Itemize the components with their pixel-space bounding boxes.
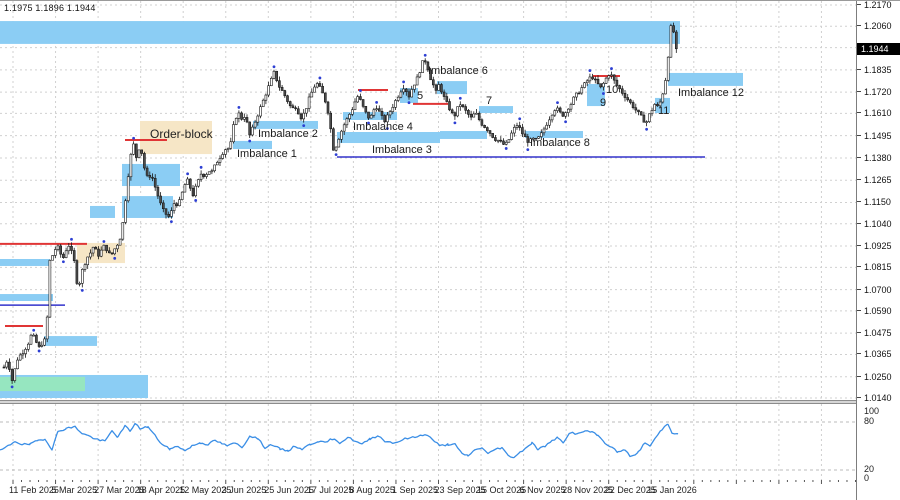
time-tick-label: 15 Jan 2026 [647, 485, 697, 495]
zone-label: Imbalance 3 [372, 144, 432, 156]
zone-label: Imbalance 6 [428, 65, 488, 77]
zone-label: Imbalance 1 [237, 148, 297, 160]
price-axis[interactable]: 1.1944 1.2170 1.2060 1.1835 1.1720 1.1610 1.1… [856, 1, 900, 500]
price-tick-label: 1.1380 [857, 153, 900, 163]
imbalance-zone [122, 163, 180, 187]
price-tick-label: 1.1265 [857, 175, 900, 185]
price-tick-label: 1.2060 [857, 21, 900, 31]
price-tick-label: 1.2170 [857, 1, 900, 10]
zone-label: Imbalance 2 [258, 128, 318, 140]
zone-label: Imbalance 12 [678, 87, 745, 99]
time-tick-label: 12 May 2025 [179, 485, 232, 495]
imbalance-zone [525, 131, 583, 139]
imbalance-zone [337, 132, 440, 144]
oscillator-tick-label: 0 [864, 473, 870, 483]
price-tick-label: 1.0590 [857, 306, 900, 316]
time-tick-label: 5 Mar 2025 [51, 485, 98, 495]
time-tick-label: 22 Dec 2025 [604, 485, 656, 495]
price-tick-label: 1.1040 [857, 219, 900, 229]
price-tick-label: 1.1495 [857, 131, 900, 141]
time-tick-label: 17 Jul 2025 [306, 485, 354, 495]
time-tick-label: 11 Feb 2025 [9, 485, 59, 495]
zone-label: 9 [600, 97, 607, 109]
imbalance-zone [440, 131, 487, 139]
oscillator-tick-label: 20 [864, 464, 875, 474]
time-tick-label: 1 Sep 2025 [391, 485, 438, 495]
time-axis-ticks [12, 480, 856, 484]
imbalance-zone [44, 336, 97, 346]
zone-label: 11 [658, 105, 670, 117]
price-tick-label: 1.0475 [857, 328, 900, 338]
price-chart-canvas[interactable] [0, 1, 856, 400]
imbalance-zone [668, 72, 743, 86]
price-tick-label: 1.0140 [857, 393, 900, 403]
imbalance-zone [90, 205, 115, 218]
time-tick-label: 8 Aug 2025 [349, 485, 395, 495]
imbalance-zone [587, 83, 605, 107]
imbalance-zone [479, 106, 513, 114]
imbalance-zone [655, 97, 670, 114]
zone-label: 7 [486, 95, 493, 107]
zone-label: Imbalance 8 [530, 137, 590, 149]
price-tick-label: 1.0365 [857, 349, 900, 359]
oscillator-line [0, 422, 679, 459]
panel-separator[interactable] [0, 400, 856, 404]
time-tick-label: 3 Jun 2025 [221, 485, 267, 495]
imbalance-zone [0, 259, 50, 266]
price-tick-label: 1.1835 [857, 65, 900, 75]
order-block-label: Order-block [150, 127, 213, 141]
time-axis[interactable]: 11 Feb 2025 5 Mar 2025 27 Mar 2025 18 Apr 2… [0, 485, 856, 499]
time-tick-label: 18 Apr 2025 [136, 485, 186, 495]
oscillator-tick-label: 100 [864, 406, 880, 416]
price-tick-label: 1.1610 [857, 108, 900, 118]
order-block-zone [140, 120, 212, 155]
imbalance-zone [0, 294, 53, 302]
imbalance-zone [233, 140, 272, 150]
time-tick-label: 28 Nov 2025 [562, 485, 614, 495]
price-tick-label: 1.1720 [857, 87, 900, 97]
time-tick-label: 6 Nov 2025 [519, 485, 566, 495]
time-tick-label: 25 Jun 2025 [264, 485, 314, 495]
price-tick-label: 1.1150 [857, 197, 900, 207]
imbalance-zone [253, 120, 318, 129]
imbalance-zone [0, 376, 85, 392]
price-tick-label: 1.0815 [857, 262, 900, 272]
time-tick-label: 15 Oct 2025 [477, 485, 527, 495]
price-tick-label: 1.0925 [857, 241, 900, 251]
zone-label: Imbalance 4 [353, 121, 413, 133]
zone-label: 5 [417, 90, 424, 102]
oscillator-tick-label: 80 [864, 416, 875, 426]
imbalance-zone [122, 196, 173, 218]
imbalance-zone [0, 21, 680, 44]
current-price-tag: 1.1944 [857, 43, 900, 55]
zone-label: 10 [606, 84, 619, 96]
price-tick-label: 1.0250 [857, 372, 900, 382]
time-tick-label: 23 Sep 2025 [434, 485, 486, 495]
indicator-panel[interactable] [0, 404, 856, 480]
ohlc-quote: 1.1975 1.1896 1.1944 [4, 3, 96, 13]
price-tick-label: 1.0700 [857, 285, 900, 295]
time-tick-label: 27 Mar 2025 [94, 485, 145, 495]
